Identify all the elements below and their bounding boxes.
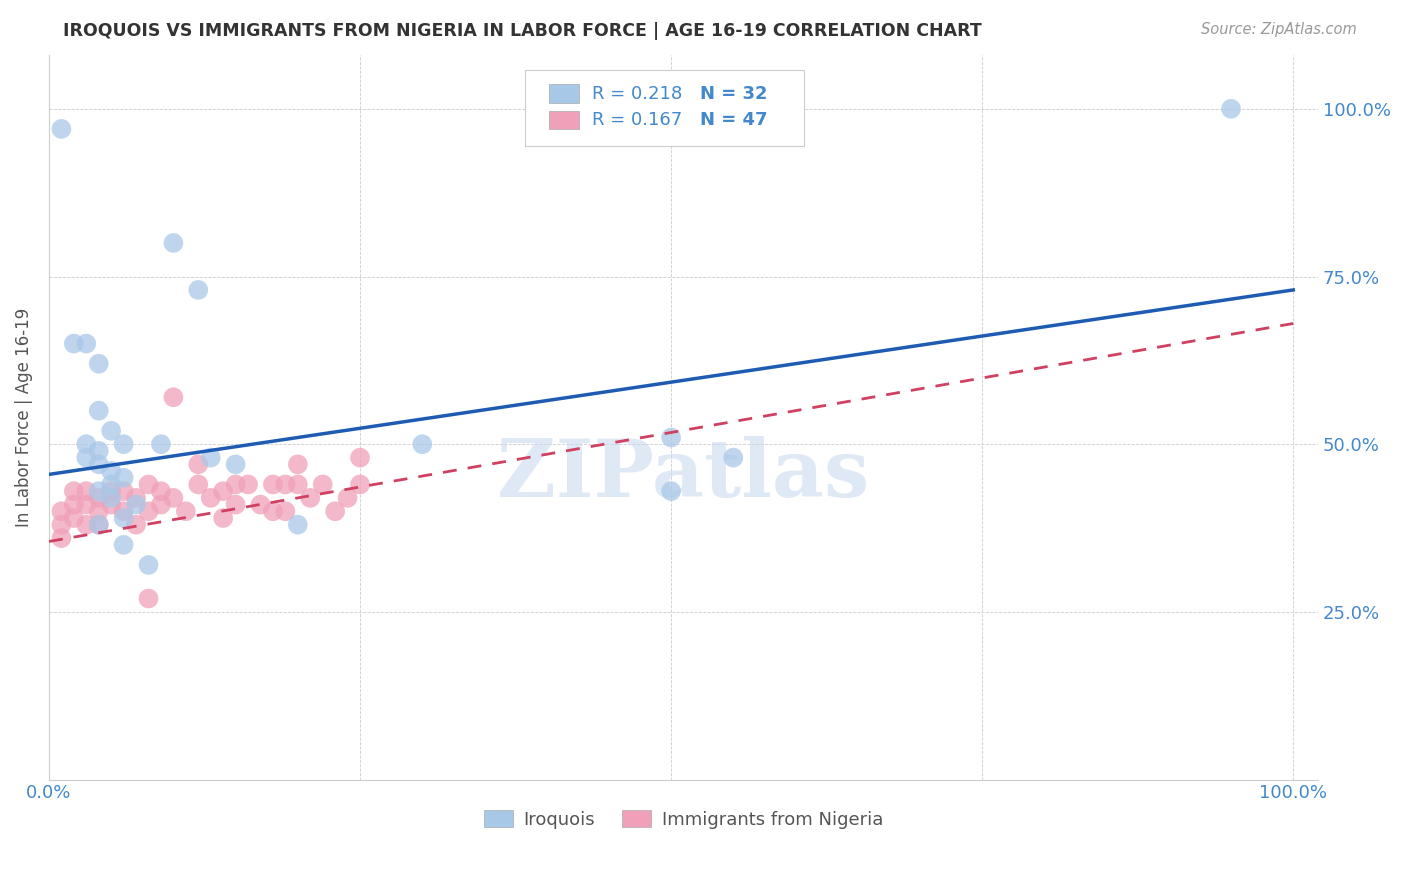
Point: [138, 504, 160, 518]
Point: [87, 504, 110, 518]
Text: N = 47: N = 47: [700, 112, 768, 129]
Point: [75, 517, 97, 532]
Point: [162, 390, 184, 404]
Point: [112, 437, 135, 451]
Y-axis label: In Labor Force | Age 16-19: In Labor Force | Age 16-19: [15, 308, 32, 527]
Point: [63, 498, 86, 512]
Point: [659, 484, 682, 499]
Point: [1220, 102, 1243, 116]
Point: [174, 504, 197, 518]
Point: [212, 511, 235, 525]
Point: [162, 235, 184, 250]
Point: [212, 484, 235, 499]
Legend: Iroquois, Immigrants from Nigeria: Iroquois, Immigrants from Nigeria: [477, 803, 890, 836]
Point: [287, 517, 309, 532]
Point: [75, 498, 97, 512]
Point: [75, 484, 97, 499]
FancyBboxPatch shape: [548, 112, 579, 129]
Point: [138, 477, 160, 491]
Point: [138, 558, 160, 572]
Point: [287, 477, 309, 491]
Text: ZIPatlas: ZIPatlas: [498, 436, 870, 515]
Point: [100, 477, 122, 491]
Point: [225, 477, 247, 491]
Text: R = 0.167: R = 0.167: [592, 112, 682, 129]
Point: [125, 517, 148, 532]
Point: [100, 464, 122, 478]
Point: [63, 484, 86, 499]
Point: [75, 437, 97, 451]
Point: [149, 437, 172, 451]
Point: [262, 477, 284, 491]
Point: [112, 511, 135, 525]
Point: [75, 450, 97, 465]
Point: [51, 531, 73, 545]
Point: [162, 491, 184, 505]
FancyBboxPatch shape: [524, 70, 804, 145]
Point: [200, 450, 222, 465]
Point: [125, 491, 148, 505]
Point: [187, 477, 209, 491]
Point: [51, 122, 73, 136]
Point: [100, 484, 122, 499]
Point: [349, 477, 371, 491]
Point: [299, 491, 322, 505]
Point: [87, 403, 110, 417]
Point: [138, 591, 160, 606]
Point: [659, 430, 682, 444]
Point: [274, 477, 297, 491]
Point: [112, 471, 135, 485]
Point: [87, 484, 110, 499]
Point: [63, 511, 86, 525]
Point: [349, 450, 371, 465]
Point: [236, 477, 259, 491]
Point: [187, 283, 209, 297]
Point: [87, 517, 110, 532]
Text: N = 32: N = 32: [700, 85, 768, 103]
Point: [51, 517, 73, 532]
Point: [87, 491, 110, 505]
Point: [225, 498, 247, 512]
Point: [249, 498, 271, 512]
Point: [149, 484, 172, 499]
Point: [100, 491, 122, 505]
Point: [187, 458, 209, 472]
Point: [87, 357, 110, 371]
Point: [225, 458, 247, 472]
Point: [323, 504, 346, 518]
Point: [87, 517, 110, 532]
Point: [100, 424, 122, 438]
Point: [274, 504, 297, 518]
Point: [125, 498, 148, 512]
Point: [262, 504, 284, 518]
Point: [112, 538, 135, 552]
Point: [149, 498, 172, 512]
Point: [100, 498, 122, 512]
Point: [312, 477, 335, 491]
Point: [723, 450, 745, 465]
Point: [51, 504, 73, 518]
Point: [75, 336, 97, 351]
FancyBboxPatch shape: [548, 85, 579, 103]
Point: [87, 458, 110, 472]
Point: [411, 437, 433, 451]
Text: IROQUOIS VS IMMIGRANTS FROM NIGERIA IN LABOR FORCE | AGE 16-19 CORRELATION CHART: IROQUOIS VS IMMIGRANTS FROM NIGERIA IN L…: [63, 22, 981, 40]
Point: [287, 458, 309, 472]
Text: Source: ZipAtlas.com: Source: ZipAtlas.com: [1201, 22, 1357, 37]
Point: [200, 491, 222, 505]
Point: [112, 504, 135, 518]
Point: [63, 336, 86, 351]
Text: R = 0.218: R = 0.218: [592, 85, 682, 103]
Point: [112, 484, 135, 499]
Point: [336, 491, 359, 505]
Point: [87, 444, 110, 458]
